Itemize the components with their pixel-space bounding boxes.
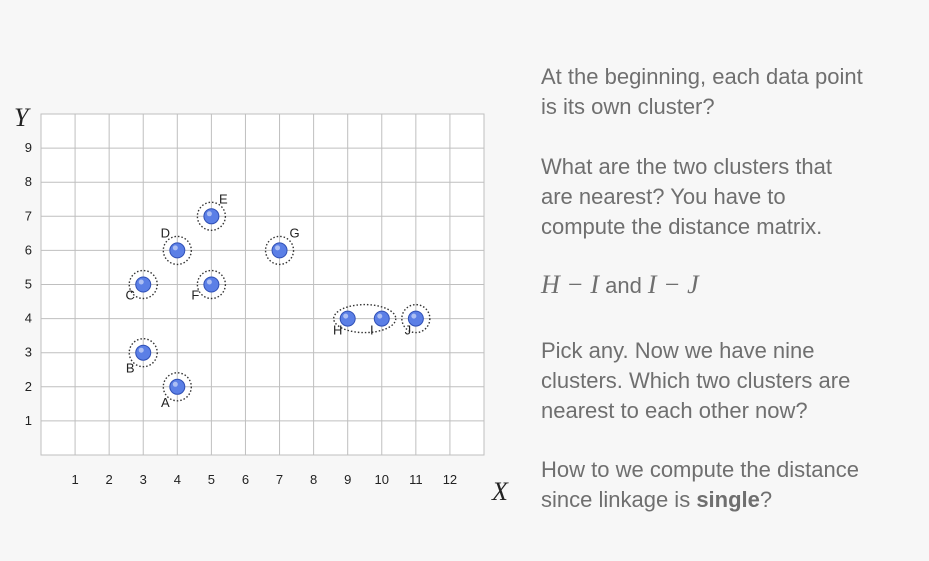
data-point xyxy=(339,310,356,327)
x-tick-label: 3 xyxy=(140,472,147,487)
x-tick-label: 4 xyxy=(174,472,181,487)
data-point-highlight xyxy=(206,211,212,217)
y-axis-label: Y xyxy=(14,103,31,132)
cluster-outline xyxy=(128,269,158,300)
paragraph-pick-any: Pick any. Now we have nine clusters. Whi… xyxy=(541,336,850,426)
point-label: B xyxy=(126,361,135,376)
data-point xyxy=(169,242,186,259)
text-line: is its own cluster? xyxy=(541,94,715,119)
cluster-outline xyxy=(162,372,193,402)
point-label: F xyxy=(191,288,199,303)
point-label: I xyxy=(370,323,374,338)
text-line: are nearest? You have to xyxy=(541,184,786,209)
point-label: D xyxy=(161,225,170,240)
y-tick-label: 3 xyxy=(25,345,32,360)
point-label: E xyxy=(219,191,228,206)
data-point-highlight xyxy=(138,279,144,285)
point-label: A xyxy=(161,395,170,410)
paragraph-nearest-pairs: H − I and I − J xyxy=(541,270,699,301)
data-point-highlight xyxy=(343,313,349,319)
y-tick-label: 1 xyxy=(25,413,32,428)
point-label: C xyxy=(126,288,135,303)
paragraph-beginning: At the beginning, each data point is its… xyxy=(541,62,863,122)
cluster-outline xyxy=(401,303,431,334)
x-tick-label: 10 xyxy=(375,472,389,487)
math-pair-hi: H − I xyxy=(541,270,599,299)
data-point-highlight xyxy=(206,279,212,285)
y-tick-label: 2 xyxy=(25,379,32,394)
y-tick-label: 8 xyxy=(25,174,32,189)
cluster-outline xyxy=(332,303,397,334)
text-line: since linkage is single? xyxy=(541,485,859,515)
x-tick-label: 9 xyxy=(344,472,351,487)
plot-grid xyxy=(40,113,485,456)
cluster-outline xyxy=(128,338,158,368)
data-point-highlight xyxy=(411,313,417,319)
paragraph-linkage: How to we compute the distance since lin… xyxy=(541,455,859,515)
x-tick-label: 6 xyxy=(242,472,249,487)
text-line: Pick any. Now we have nine xyxy=(541,338,815,363)
y-tick-label: 5 xyxy=(25,277,32,292)
and-text: and xyxy=(598,273,648,298)
point-label: G xyxy=(289,225,299,240)
cluster-outline xyxy=(264,235,295,266)
cluster-outline xyxy=(162,235,193,266)
linkage-text: since linkage is xyxy=(541,487,697,512)
data-point-highlight xyxy=(138,347,144,353)
data-point xyxy=(203,276,220,293)
y-tick-label: 7 xyxy=(25,208,32,223)
x-tick-label: 7 xyxy=(276,472,283,487)
x-axis-label: X xyxy=(491,477,509,506)
data-point-highlight xyxy=(172,381,178,387)
data-point xyxy=(135,276,152,293)
data-point-highlight xyxy=(377,313,383,319)
text-line: compute the distance matrix. xyxy=(541,214,823,239)
data-point-highlight xyxy=(172,245,178,251)
data-points: A B C D E F G H I J xyxy=(126,191,424,410)
data-point xyxy=(271,242,288,259)
data-point xyxy=(203,208,220,225)
data-point-highlight xyxy=(275,245,281,251)
cluster-outline xyxy=(196,269,227,300)
text-line: nearest to each other now? xyxy=(541,398,808,423)
linkage-type: single xyxy=(696,487,760,512)
math-pair-ij: I − J xyxy=(647,270,699,299)
x-tick-label: 1 xyxy=(71,472,78,487)
point-label: H xyxy=(333,323,342,338)
x-tick-label: 11 xyxy=(409,472,423,487)
data-point xyxy=(373,310,390,327)
x-tick-label: 5 xyxy=(208,472,215,487)
cluster-outline xyxy=(196,201,227,232)
cluster-outlines xyxy=(128,201,431,402)
x-tick-label: 2 xyxy=(106,472,113,487)
text-line: At the beginning, each data point xyxy=(541,64,863,89)
data-point xyxy=(169,378,186,395)
linkage-punct: ? xyxy=(759,487,773,512)
text-line: What are the two clusters that xyxy=(541,154,833,179)
data-point xyxy=(135,344,152,361)
y-tick-label: 4 xyxy=(25,311,32,326)
text-line: clusters. Which two clusters are xyxy=(541,368,851,393)
text-line: How to we compute the distance xyxy=(541,457,859,482)
y-tick-label: 6 xyxy=(25,242,32,257)
x-tick-label: 12 xyxy=(443,472,457,487)
point-label: J xyxy=(405,323,412,338)
paragraph-nearest-clusters: What are the two clusters that are neare… xyxy=(541,152,832,242)
y-tick-label: 9 xyxy=(25,140,32,155)
x-tick-label: 8 xyxy=(310,472,317,487)
